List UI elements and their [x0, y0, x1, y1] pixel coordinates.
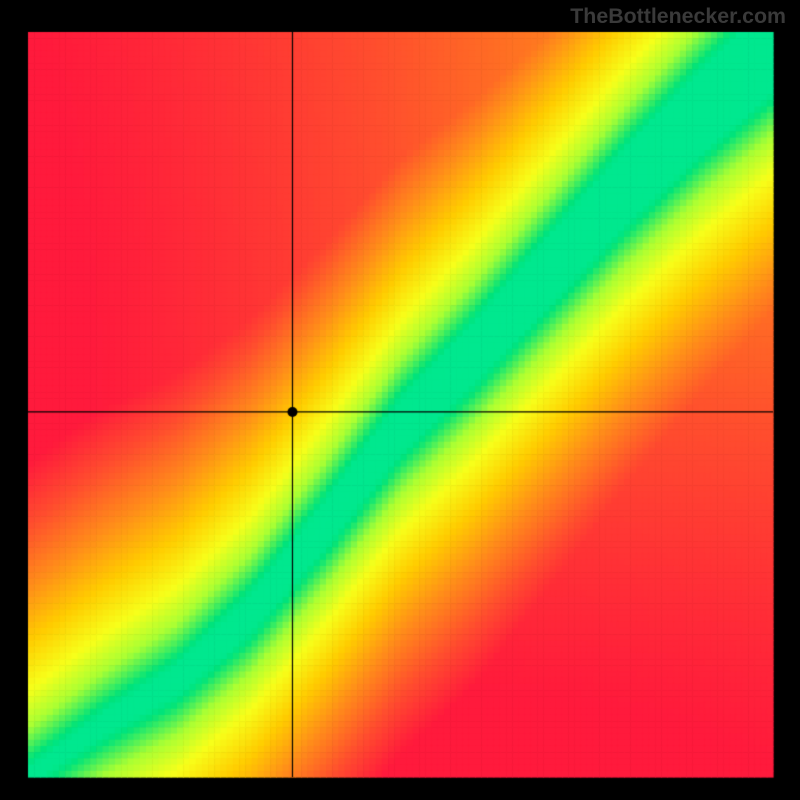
heatmap-canvas — [0, 0, 800, 800]
watermark-text: TheBottlenecker.com — [570, 4, 786, 29]
chart-container: TheBottlenecker.com — [0, 0, 800, 800]
